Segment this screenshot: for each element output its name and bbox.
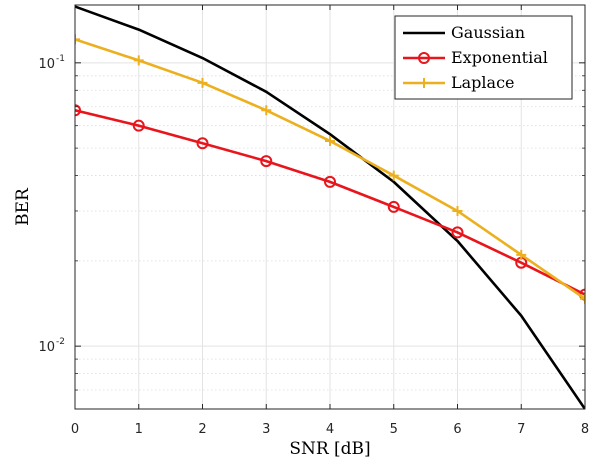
point-marker bbox=[452, 205, 463, 216]
point-marker bbox=[387, 200, 400, 213]
point-marker bbox=[324, 175, 336, 188]
point-marker bbox=[419, 78, 429, 88]
y-tick-label: 10 bbox=[38, 57, 55, 72]
point-marker bbox=[388, 170, 399, 181]
legend-label: Gaussian bbox=[451, 23, 525, 42]
x-tick-label: 5 bbox=[390, 422, 398, 437]
legend-item-laplace: Laplace bbox=[403, 73, 515, 92]
series-laplace bbox=[75, 34, 585, 304]
legend: Gaussian Exponential Laplace bbox=[394, 15, 573, 100]
point-marker bbox=[261, 105, 272, 116]
legend-item-gaussian: Gaussian bbox=[403, 23, 525, 42]
point-marker bbox=[75, 34, 80, 45]
series-line bbox=[75, 109, 585, 296]
legend-item-exponential: Exponential bbox=[403, 48, 548, 67]
point-marker bbox=[451, 226, 464, 239]
point-marker bbox=[325, 135, 335, 146]
point-marker bbox=[260, 155, 273, 168]
x-tick-label: 8 bbox=[581, 422, 589, 437]
series-layer bbox=[75, 5, 585, 410]
point-marker bbox=[133, 55, 144, 66]
x-tick-label: 0 bbox=[71, 422, 79, 437]
x-tick-label: 2 bbox=[198, 422, 206, 437]
x-axis-title: SNR [dB] bbox=[289, 439, 370, 459]
x-tick-label: 7 bbox=[517, 422, 525, 437]
y-axis-title: BER bbox=[13, 187, 33, 226]
y-tick-label: 10 bbox=[38, 340, 55, 355]
point-marker bbox=[132, 119, 145, 132]
y-tick-exponent: -2 bbox=[56, 337, 65, 347]
series-gaussian bbox=[75, 5, 585, 410]
x-tick-label: 1 bbox=[135, 422, 143, 437]
legend-label: Exponential bbox=[451, 48, 548, 67]
point-marker bbox=[197, 77, 208, 88]
point-marker bbox=[418, 52, 430, 64]
point-marker bbox=[75, 104, 81, 117]
series-line bbox=[75, 5, 585, 410]
x-tick-label: 3 bbox=[262, 422, 270, 437]
x-tick-label: 4 bbox=[326, 422, 334, 437]
point-marker bbox=[580, 293, 585, 304]
y-tick-exponent: -1 bbox=[56, 54, 65, 64]
point-marker bbox=[196, 137, 209, 150]
axes: 0 1 2 3 4 5 6 7 810-210-1 bbox=[38, 4, 589, 437]
point-marker bbox=[516, 249, 527, 260]
x-tick-label: 6 bbox=[453, 422, 461, 437]
legend-label: Laplace bbox=[451, 73, 515, 92]
